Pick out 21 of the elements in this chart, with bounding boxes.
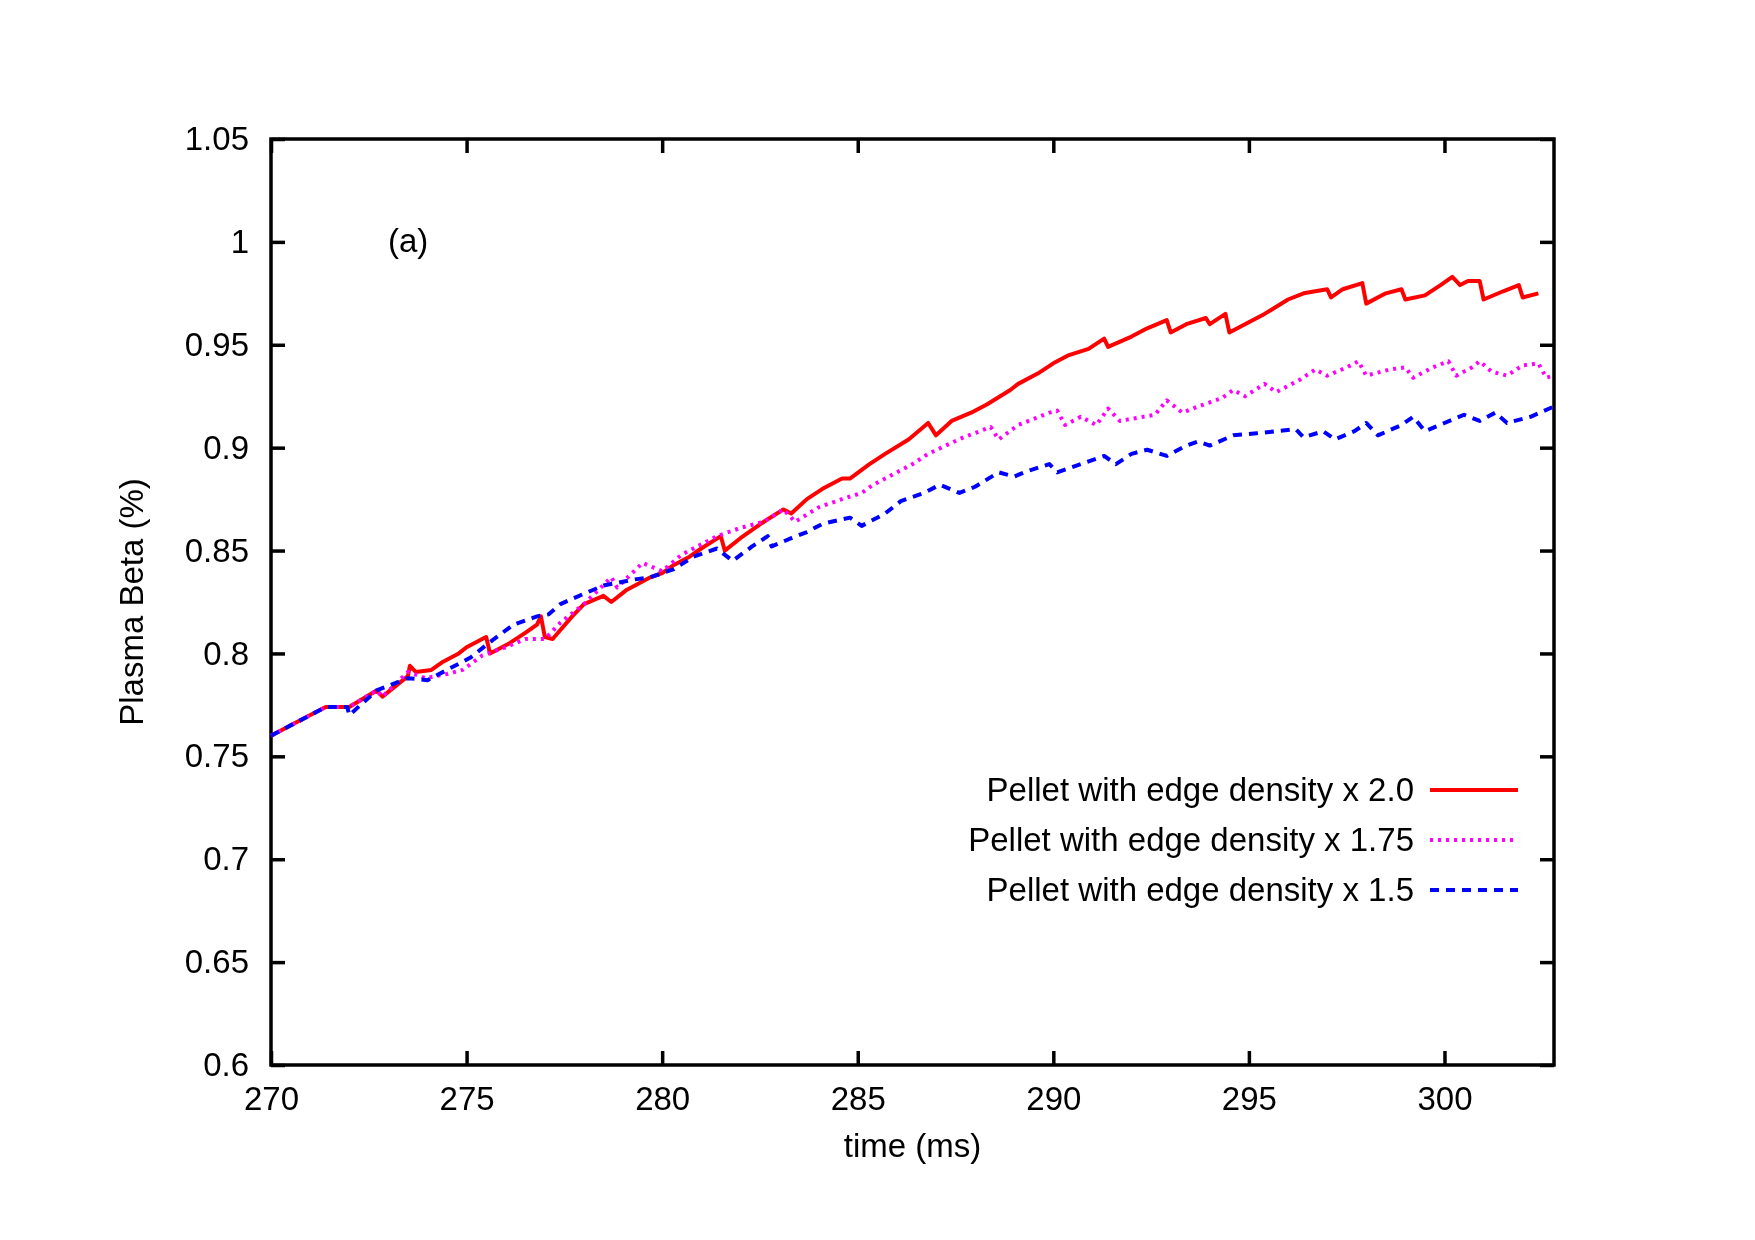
legend-label: Pellet with edge density x 1.75 — [968, 821, 1414, 858]
y-tick-label: 0.65 — [184, 943, 249, 981]
y-axis-title: Plasma Beta (%) — [113, 478, 150, 726]
y-tick-label: 0.9 — [203, 428, 249, 466]
legend-label: Pellet with edge density x 1.5 — [986, 871, 1414, 908]
x-tick-label: 300 — [1417, 1080, 1473, 1118]
y-tick-label: 0.85 — [184, 531, 249, 569]
legend-label: Pellet with edge density x 2.0 — [986, 771, 1414, 808]
y-tick-label: 0.7 — [203, 840, 249, 878]
x-tick-label: 295 — [1221, 1080, 1277, 1118]
x-tick-label: 290 — [1026, 1080, 1082, 1118]
x-tick-label: 280 — [635, 1080, 691, 1118]
x-tick-label: 285 — [830, 1080, 886, 1118]
y-tick-label: 1 — [230, 222, 249, 260]
annotation: (a) — [388, 222, 429, 259]
y-tick-label: 0.75 — [184, 737, 249, 775]
x-tick-label: 275 — [439, 1080, 495, 1118]
x-axis-title: time (ms) — [843, 1127, 982, 1164]
y-tick-label: 0.95 — [184, 325, 249, 363]
y-tick-label: 1.05 — [184, 120, 249, 158]
y-tick-label: 0.8 — [203, 634, 249, 672]
